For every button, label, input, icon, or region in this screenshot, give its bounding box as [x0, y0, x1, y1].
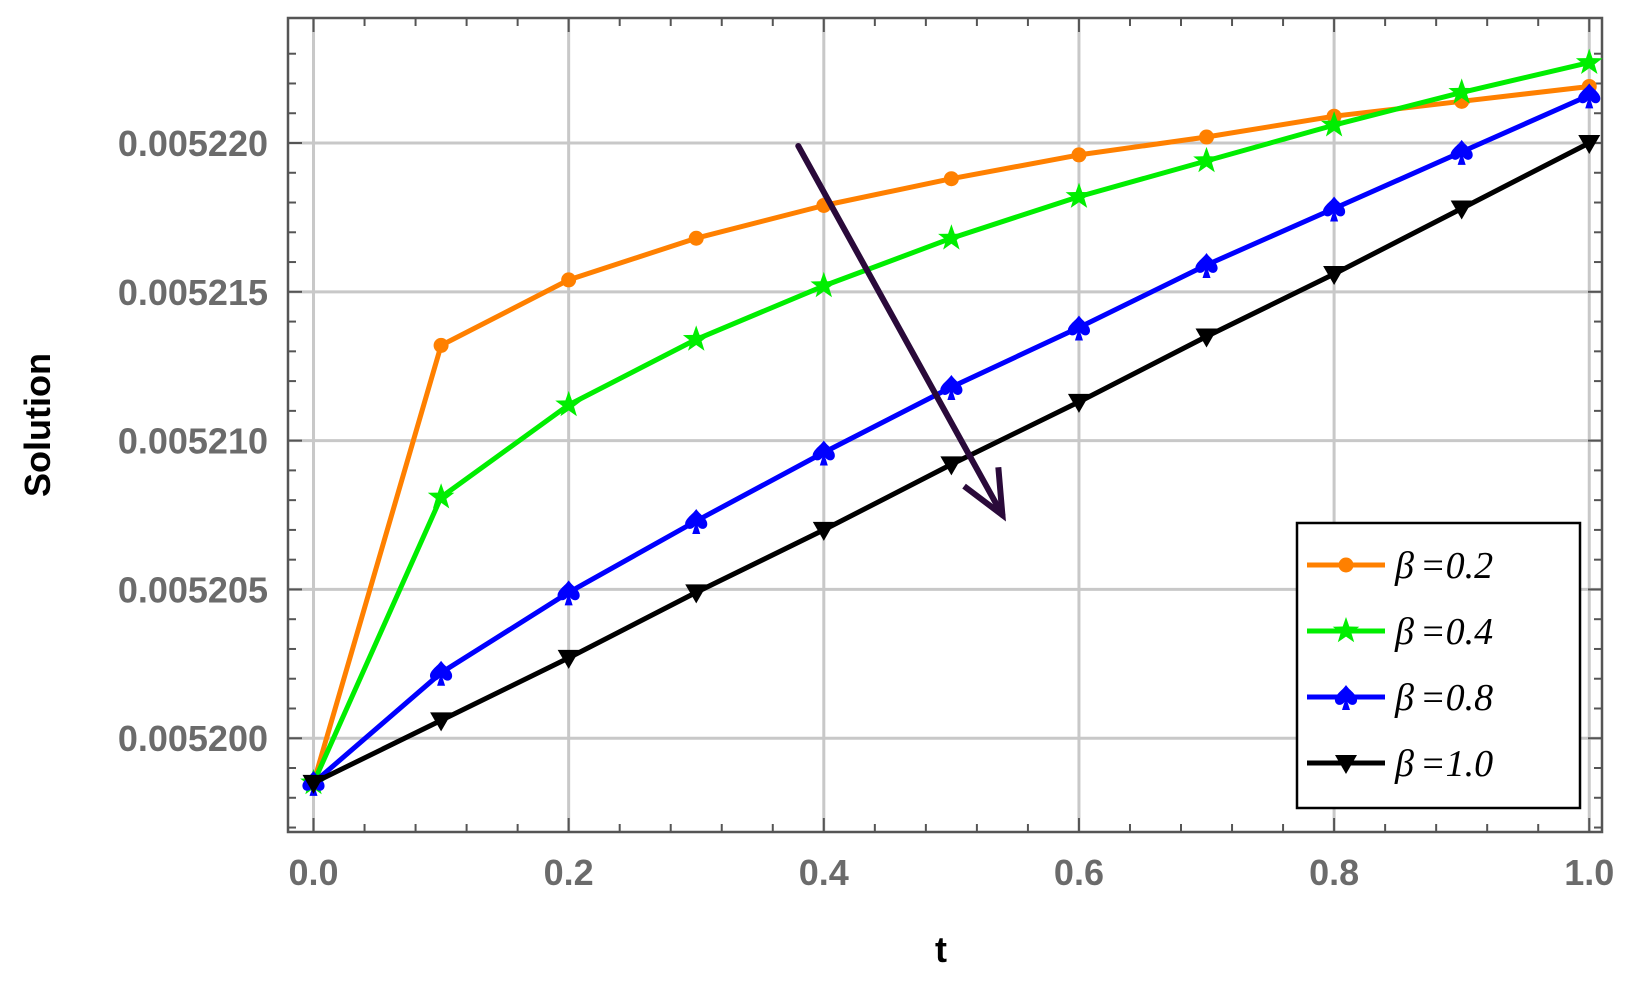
series-lines: [300, 48, 1603, 796]
arrow-head: [962, 466, 1006, 522]
legend-item-2: β =0.4: [1307, 611, 1493, 653]
data-point: [1323, 265, 1346, 285]
data-point: [1071, 147, 1087, 163]
series-2: [300, 48, 1603, 795]
legend-label: β =0.4: [1394, 611, 1493, 653]
data-point: [685, 584, 708, 604]
data-point: [1450, 200, 1473, 220]
data-point: [1199, 129, 1215, 145]
data-point: [812, 521, 835, 541]
legend: β =0.2β =0.4β =0.8β =1.0: [1295, 521, 1582, 810]
legend-symbol: β: [1394, 611, 1414, 653]
data-point: [685, 508, 708, 534]
data-point: [940, 375, 963, 401]
data-point: [555, 390, 582, 417]
x-tick-label: 0.6: [1054, 852, 1104, 893]
data-point: [1195, 328, 1218, 348]
data-point: [810, 271, 838, 298]
legend-label: β =1.0: [1394, 743, 1493, 785]
data-point: [940, 456, 963, 476]
legend-item-3: β =0.8: [1307, 677, 1493, 719]
y-axis-label: Solution: [17, 353, 58, 497]
data-point: [427, 483, 455, 509]
y-tick-label: 0.005215: [118, 272, 268, 313]
data-point: [1338, 557, 1354, 573]
trend-arrow: [795, 142, 1006, 522]
legend-symbol: β: [1394, 545, 1414, 587]
x-tick-label: 0.2: [544, 852, 594, 893]
legend-value: =0.2: [1420, 545, 1493, 587]
y-tick-label: 0.005200: [118, 718, 268, 759]
x-tick-label: 0.0: [288, 852, 338, 893]
legend-item-1: β =0.2: [1307, 545, 1493, 587]
data-point: [1067, 315, 1091, 341]
data-point: [557, 649, 580, 669]
data-point: [1335, 755, 1357, 774]
legend-symbol: β: [1394, 677, 1414, 719]
plot-frame: [286, 16, 1604, 834]
data-point: [1448, 78, 1475, 104]
x-tick-label: 0.8: [1309, 852, 1359, 893]
data-point: [1332, 617, 1360, 643]
legend-label: β =0.2: [1394, 545, 1493, 587]
data-point: [1578, 135, 1601, 155]
data-point: [1193, 146, 1220, 173]
data-point: [1067, 393, 1090, 413]
data-point: [557, 580, 580, 606]
series-4: [302, 135, 1601, 794]
legend-label: β =0.8: [1394, 677, 1493, 719]
x-axis-label: t: [935, 929, 947, 970]
data-point: [1450, 139, 1473, 165]
data-point: [938, 224, 965, 250]
x-tick-label: 1.0: [1564, 852, 1614, 893]
data-point: [430, 660, 453, 686]
data-point: [561, 272, 577, 288]
legend-value: =1.0: [1420, 743, 1493, 785]
series-3: [302, 83, 1601, 796]
data-point: [1578, 83, 1601, 109]
y-tick-label: 0.005220: [118, 123, 268, 164]
x-tick-label: 0.4: [799, 852, 849, 893]
data-point: [688, 230, 704, 246]
data-point: [1065, 182, 1093, 208]
plot-border: [286, 16, 1604, 834]
axis-ticks: 0.0 0.2 0.4 0.6 0.8 1.0 0.005200 0.005205 0.0052…: [118, 18, 1614, 893]
data-point: [682, 325, 710, 351]
legend-item-4: β =1.0: [1307, 743, 1493, 785]
data-point: [943, 171, 959, 187]
data-point: [433, 337, 449, 353]
arrow-shaft: [795, 142, 1006, 519]
y-tick-label: 0.005205: [118, 569, 268, 610]
legend-value: =0.8: [1420, 677, 1493, 719]
data-point: [430, 712, 453, 732]
data-point: [1575, 48, 1603, 74]
data-point: [1323, 196, 1346, 222]
data-point: [302, 774, 325, 794]
data-point: [1334, 685, 1358, 710]
legend-value: =0.4: [1420, 611, 1493, 653]
data-point: [1320, 111, 1348, 137]
legend-symbol: β: [1394, 743, 1414, 785]
data-point: [1195, 253, 1218, 279]
y-tick-label: 0.005210: [118, 421, 268, 462]
data-point: [812, 440, 835, 466]
